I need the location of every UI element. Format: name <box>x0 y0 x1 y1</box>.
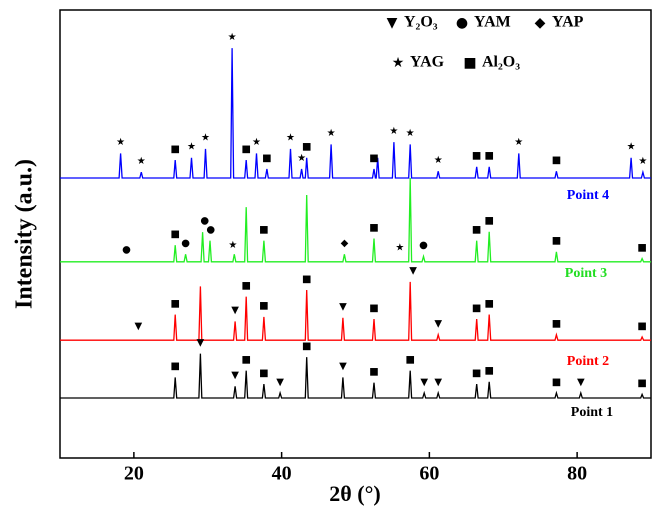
series-label: Point 2 <box>567 354 609 369</box>
series-label: Point 1 <box>571 405 613 420</box>
phase-marker: ◆ <box>341 238 349 249</box>
trace <box>60 353 651 399</box>
phase-marker: ■ <box>171 298 180 309</box>
phase-marker: ■ <box>552 236 561 247</box>
phase-marker: ■ <box>637 242 646 253</box>
phase-marker: ■ <box>637 378 646 389</box>
phase-marker: ★ <box>434 155 443 166</box>
phase-marker: ▼ <box>434 319 442 330</box>
phase-marker: ■ <box>241 281 250 292</box>
phase-marker: ■ <box>302 142 311 153</box>
x-tick-label: 60 <box>419 463 439 485</box>
legend-symbol: ★ <box>392 55 405 71</box>
phase-marker: ▼ <box>409 266 417 277</box>
phase-marker: ■ <box>472 151 481 162</box>
phase-marker: ★ <box>187 142 196 153</box>
phase-marker: ■ <box>484 216 493 227</box>
phase-marker: ■ <box>369 367 378 378</box>
phase-marker: ▼ <box>197 337 205 348</box>
x-tick-label: 40 <box>272 463 292 485</box>
phase-marker: ● <box>200 216 209 227</box>
phase-marker: ▼ <box>339 302 347 313</box>
legend-label: YAM <box>474 14 511 31</box>
phase-marker: ★ <box>228 240 237 251</box>
legend-symbol: ● <box>456 15 468 31</box>
legend-symbol: ■ <box>463 55 476 71</box>
phase-marker: ■ <box>472 368 481 379</box>
phase-marker: ★ <box>137 156 146 167</box>
phase-marker: ● <box>181 238 190 249</box>
phase-marker: ■ <box>171 361 180 372</box>
phase-marker: ★ <box>297 153 306 164</box>
phase-marker: ● <box>419 240 428 251</box>
trace <box>60 48 651 179</box>
phase-marker: ★ <box>627 142 636 153</box>
y-axis-label: Intensity (a.u.) <box>12 159 38 309</box>
phase-marker: ■ <box>405 354 414 365</box>
phase-marker: ■ <box>369 303 378 314</box>
trace <box>60 281 651 341</box>
phase-marker: ▼ <box>577 377 585 388</box>
x-tick-label: 20 <box>124 463 144 485</box>
phase-marker: ★ <box>116 137 125 148</box>
phase-marker: ▼ <box>276 377 284 388</box>
phase-marker: ★ <box>327 128 336 139</box>
phase-marker: ▼ <box>434 377 442 388</box>
phase-marker: ■ <box>552 319 561 330</box>
phase-marker: ★ <box>286 133 295 144</box>
phase-marker: ■ <box>259 225 268 236</box>
phase-marker: ■ <box>171 229 180 240</box>
phase-marker: ■ <box>171 144 180 155</box>
phase-marker: ★ <box>389 126 398 137</box>
phase-marker: ■ <box>302 341 311 352</box>
phase-marker: ■ <box>262 153 271 164</box>
phase-marker: ■ <box>259 301 268 312</box>
series-label: Point 3 <box>565 266 607 281</box>
trace <box>60 177 651 263</box>
plot-frame <box>59 9 652 459</box>
phase-marker: ● <box>122 245 131 256</box>
phase-marker: ■ <box>484 366 493 377</box>
phase-marker: ▼ <box>339 361 347 372</box>
phase-marker: ● <box>206 225 215 236</box>
legend-label: YAP <box>552 14 584 31</box>
phase-marker: ■ <box>369 222 378 233</box>
phase-marker: ▼ <box>420 377 428 388</box>
phase-marker: ▼ <box>134 321 142 332</box>
phase-marker: ■ <box>484 151 493 162</box>
phase-marker: ■ <box>302 274 311 285</box>
legend-symbol: ◆ <box>535 15 546 31</box>
phase-marker: ★ <box>638 156 647 167</box>
phase-marker: ■ <box>637 321 646 332</box>
phase-marker: ★ <box>406 128 415 139</box>
phase-marker: ■ <box>369 153 378 164</box>
phase-marker: ★ <box>201 133 210 144</box>
phase-marker: ■ <box>241 144 250 155</box>
phase-marker: ■ <box>241 354 250 365</box>
phase-marker: ▼ <box>231 305 239 316</box>
legend-label: YAG <box>410 54 445 71</box>
phase-marker: ■ <box>552 155 561 166</box>
x-tick-label: 80 <box>567 463 587 485</box>
phase-marker: ■ <box>552 377 561 388</box>
legend-label: Y₂O₃ <box>404 14 438 31</box>
x-axis-label: 2θ (°) <box>329 481 380 506</box>
phase-marker: ★ <box>252 137 261 148</box>
phase-marker: ■ <box>472 225 481 236</box>
legend-label: Al₂O₃ <box>482 54 520 71</box>
phase-marker: ■ <box>472 303 481 314</box>
phase-marker: ■ <box>259 368 268 379</box>
series-label: Point 4 <box>567 188 609 203</box>
phase-marker: ★ <box>514 137 523 148</box>
phase-marker: ★ <box>395 242 404 253</box>
phase-marker: ■ <box>484 298 493 309</box>
phase-marker: ★ <box>228 32 237 43</box>
legend-symbol: ▼ <box>387 15 398 31</box>
phase-marker: ▼ <box>231 370 239 381</box>
